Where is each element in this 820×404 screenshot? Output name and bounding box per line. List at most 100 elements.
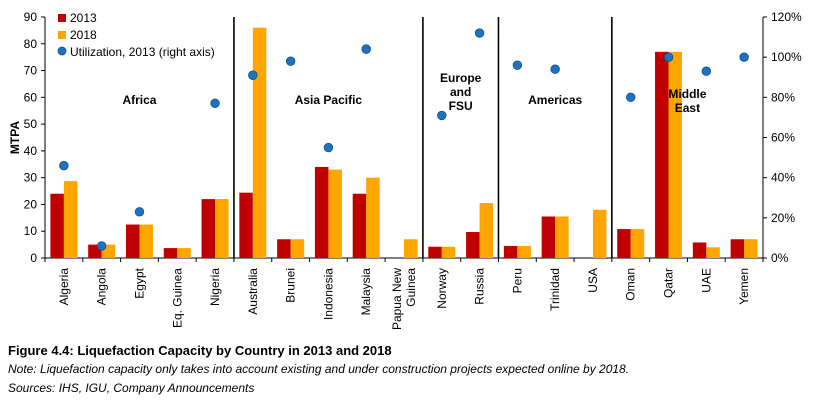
category-label: UAE <box>699 268 713 293</box>
right-axis-tick-label: 60% <box>771 131 795 145</box>
bar-2013-trinidad <box>541 216 556 258</box>
bar-2013-uae <box>692 242 707 258</box>
left-axis-tick-label: 0 <box>30 251 37 265</box>
category-label: Australia <box>246 268 260 315</box>
region-label: Americas <box>528 93 582 107</box>
bar-2013-qatar <box>655 51 669 258</box>
category-label: Qatar <box>662 268 676 298</box>
category-label: Malaysia <box>359 268 373 316</box>
utilization-point-indonesia <box>323 142 334 153</box>
bar-2018-malaysia <box>366 177 380 258</box>
right-axis-tick-label: 0% <box>771 251 789 265</box>
bar-2013-brunei <box>277 239 291 258</box>
bar-2018-egypt <box>139 224 153 258</box>
bar-2018-usa <box>592 209 607 258</box>
bar-2018-oman <box>630 229 645 258</box>
left-axis-tick-label: 90 <box>24 10 38 24</box>
region-label: Middle <box>668 87 706 101</box>
utilization-point-algeria <box>59 160 69 171</box>
bar-2013-yemen <box>730 239 745 258</box>
left-axis-tick-label: 60 <box>24 90 38 104</box>
utilization-point-nigeria <box>210 98 220 109</box>
region-label: FSU <box>449 99 473 113</box>
region-label: East <box>675 101 700 115</box>
bar-2013-indonesia <box>314 166 329 258</box>
category-label: USA <box>586 268 600 293</box>
utilization-point-uae <box>701 66 712 76</box>
right-axis-tick-label: 80% <box>771 90 795 104</box>
bar-2013-norway <box>428 246 442 258</box>
utilization-point-norway <box>437 110 447 121</box>
left-axis-tick-label: 50 <box>24 117 38 131</box>
category-label: Peru <box>510 268 524 293</box>
utilization-point-russia <box>474 28 485 38</box>
bar-2013-russia <box>466 232 480 258</box>
legend-label-2013: 2013 <box>70 11 97 25</box>
left-axis-tick-label: 10 <box>24 224 38 238</box>
bar-2013-algeria <box>50 193 64 258</box>
utilization-point-malaysia <box>361 44 371 54</box>
legend-label-2018: 2018 <box>70 28 97 42</box>
legend-label-utilization: Utilization, 2013 (right axis) <box>70 45 215 59</box>
utilization-point-trinidad <box>550 64 560 74</box>
region-label: and <box>450 85 471 99</box>
utilization-point-yemen <box>739 52 749 62</box>
category-label: Angola <box>95 268 109 306</box>
bar-2018-norway <box>441 246 456 258</box>
bar-2013-peru <box>503 245 518 258</box>
category-label: Indonesia <box>321 268 335 320</box>
bar-2018-peru <box>517 245 531 258</box>
category-label: Papua NewGuinea <box>390 268 418 330</box>
bar-2018-qatar <box>668 51 683 258</box>
figure-sources: Sources: IHS, IGU, Company Announcements <box>8 381 255 395</box>
category-label: Oman <box>624 268 638 301</box>
right-axis-tick-label: 40% <box>771 171 795 185</box>
left-axis-tick-label: 40 <box>24 144 38 158</box>
utilization-point-egypt <box>134 207 145 217</box>
right-axis-tick-label: 20% <box>771 211 795 225</box>
bar-2018-uae <box>706 247 720 258</box>
bar-2018-trinidad <box>555 216 569 258</box>
left-axis-tick-label: 20 <box>24 197 38 211</box>
bar-2018-algeria <box>63 181 78 258</box>
utilization-point-angola <box>96 241 107 251</box>
bar-2018-australia <box>252 27 267 259</box>
bar-2013-eq-guinea <box>163 248 178 258</box>
figure-title: Figure 4.4: Liquefaction Capacity by Cou… <box>8 343 392 358</box>
bar-2018-yemen <box>744 239 758 258</box>
bar-2013-egypt <box>125 224 140 258</box>
category-label: Egypt <box>132 267 146 298</box>
category-label: Trinidad <box>548 268 562 311</box>
utilization-point-qatar <box>663 52 674 62</box>
utilization-point-peru <box>512 60 523 70</box>
bar-2018-papua-new-guinea <box>404 239 418 258</box>
right-axis-tick-label: 100% <box>771 50 802 64</box>
category-label: Eq. Guinea <box>170 268 184 328</box>
category-label: Nigeria <box>208 268 222 306</box>
legend-marker-utilization <box>57 46 67 56</box>
category-label: Russia <box>473 268 487 305</box>
category-label: Algeria <box>57 268 71 306</box>
bar-2018-indonesia <box>328 169 342 258</box>
region-label: Asia Pacific <box>295 93 363 107</box>
legend-swatch-2018 <box>58 31 66 39</box>
bar-2013-oman <box>617 229 631 258</box>
y-axis-title: MTPA <box>8 121 22 154</box>
liquefaction-capacity-chart: 0 10 20 30 40 50 60 70 80 90 0% 20% 40% 60% 80% 100% 120… <box>8 10 802 330</box>
bar-2013-australia <box>239 192 253 258</box>
utilization-point-australia <box>248 70 258 80</box>
region-label: Europe <box>440 71 482 85</box>
right-axis-tick-label: 120% <box>771 10 802 24</box>
bar-2018-russia <box>479 203 494 258</box>
figure-note: Note: Liquefaction capacity only takes i… <box>8 362 630 376</box>
bar-2018-brunei <box>290 239 305 258</box>
bar-2013-nigeria <box>201 199 216 258</box>
legend-swatch-2013 <box>58 14 66 22</box>
bar-2018-nigeria <box>215 199 229 258</box>
category-label: Yemen <box>737 268 751 305</box>
utilization-point-oman <box>626 92 636 103</box>
category-label: Norway <box>435 268 449 309</box>
utilization-point-brunei <box>285 56 296 66</box>
left-axis-tick-label: 80 <box>24 37 38 51</box>
bar-2018-eq-guinea <box>177 248 191 258</box>
